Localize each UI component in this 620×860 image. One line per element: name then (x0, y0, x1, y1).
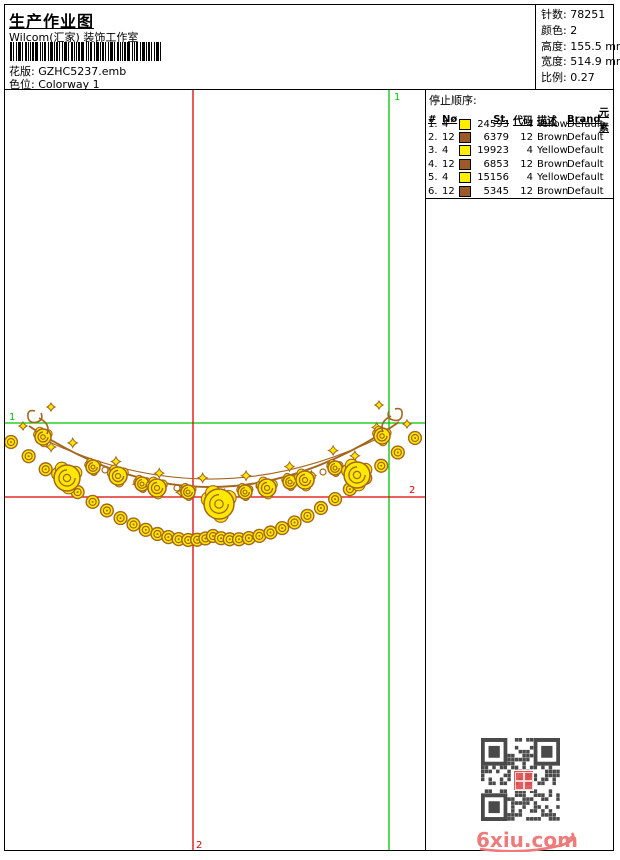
pattern-file-row: 花版: GZHC5237.emb (9, 63, 126, 79)
cell-needle: 12 (442, 185, 455, 197)
stop-sequence-panel: 停止顺序: # Nø St. 代码 描述 Brand 元素 1. 4 24593 4 Y… (426, 90, 613, 852)
stitch-count: 78251 (570, 8, 606, 21)
color-swatch (457, 172, 472, 184)
table-row: 2. 12 6379 12 Brown Default (426, 131, 613, 144)
color-swatch (457, 118, 472, 130)
color-count-row: 颜色: 2 (541, 23, 578, 37)
end-marker-right: 2 (409, 485, 415, 496)
colorway-value: Colorway 1 (38, 78, 100, 91)
end-marker-bottom: 2 (196, 840, 202, 850)
scale-row: 比例: 0.27 (541, 71, 595, 85)
cell-stitches: 6379 (483, 131, 509, 143)
table-body: 1. 4 24593 4 Yellow Default 2. 12 6379 12 Brown Def… (426, 117, 613, 197)
cell-brand: Default (567, 118, 604, 130)
cell-stitches: 5345 (483, 185, 509, 197)
cell-number: 6. (428, 185, 438, 197)
color-swatch (457, 145, 472, 157)
cell-needle: 4 (442, 118, 449, 130)
design-scale: 0.27 (570, 71, 595, 85)
colorway-row: 色位: Colorway 1 (9, 76, 100, 92)
cell-needle: 4 (442, 172, 449, 184)
cell-code: 12 (520, 131, 533, 143)
col-header-element: 元素 (599, 108, 609, 134)
cell-stitches: 24593 (477, 118, 509, 130)
table-row: 6. 12 5345 12 Brown Default (426, 184, 613, 197)
color-swatch (457, 131, 472, 143)
cell-code: 4 (526, 172, 533, 184)
cell-stitches: 6853 (483, 158, 509, 170)
cell-description: Yellow (537, 145, 568, 157)
cell-number: 4. (428, 158, 438, 170)
cell-number: 3. (428, 145, 438, 157)
design-info: 针数: 78251 颜色: 2 高度: 155.5 mm 宽度: 514.9 m… (541, 7, 620, 86)
table-row: 3. 4 19923 4 Yellow Default (426, 144, 613, 157)
table-header-row: # Nø St. 代码 描述 Brand 元素 (426, 104, 613, 134)
header: 生产作业图 Wilcom(汇家) 装饰工作室 花版: GZHC5237.emb … (5, 5, 620, 92)
table-row: 1. 4 24593 4 Yellow Default (426, 117, 613, 130)
cell-brand: Default (567, 172, 604, 184)
cell-code: 4 (526, 118, 533, 130)
color-count: 2 (570, 23, 578, 37)
cell-description: Brown (537, 185, 569, 197)
color-swatch (457, 158, 472, 170)
table-row: 4. 12 6853 12 Brown Default (426, 158, 613, 171)
width-row: 宽度: 514.9 mm (541, 54, 620, 70)
design-width: 514.9 mm (570, 55, 620, 69)
stitch-count-row: 针数: 78251 (541, 8, 606, 21)
cell-needle: 12 (442, 131, 455, 143)
height-row: 高度: 155.5 mm (541, 39, 620, 55)
color-swatch (457, 185, 472, 197)
table-bottom-rule (426, 198, 613, 199)
cell-brand: Default (567, 158, 604, 170)
worksheet-page: 生产作业图 Wilcom(汇家) 装饰工作室 花版: GZHC5237.emb … (4, 4, 620, 852)
pattern-label: 花版: (9, 65, 35, 78)
start-marker-left: 1 (9, 412, 15, 423)
colorway-label: 色位: (9, 78, 35, 91)
design-height: 155.5 mm (570, 39, 620, 53)
qr-code (481, 738, 560, 821)
cell-number: 1. (428, 118, 438, 130)
header-divider (535, 5, 614, 89)
cell-description: Brown (537, 158, 569, 170)
cell-needle: 4 (442, 145, 449, 157)
cell-stitches: 15156 (477, 172, 509, 184)
cell-description: Brown (537, 131, 569, 143)
cell-brand: Default (567, 145, 604, 157)
table-row: 5. 4 15156 4 Yellow Default (426, 171, 613, 184)
floral-garland-design (5, 399, 423, 548)
stop-sequence-title: 停止顺序: (429, 94, 477, 107)
cell-description: Yellow (537, 172, 568, 184)
cell-stitches: 19923 (477, 145, 509, 157)
col-header-number: # (428, 113, 437, 125)
cell-needle: 12 (442, 158, 455, 170)
watermark-swoosh (479, 832, 575, 852)
cell-code: 12 (520, 185, 533, 197)
cell-number: 2. (428, 131, 438, 143)
cell-number: 5. (428, 172, 438, 184)
cell-brand: Default (567, 131, 604, 143)
cell-code: 12 (520, 158, 533, 170)
barcode (10, 42, 161, 61)
cell-brand: Default (567, 185, 604, 197)
qr-stamp-seal (513, 770, 534, 791)
col-header-stitches: St. (493, 113, 509, 125)
cell-code: 4 (526, 145, 533, 157)
col-header-brand: Brand (567, 113, 601, 125)
page-title: 生产作业图 (9, 12, 95, 31)
col-header-code: 代码 (513, 115, 533, 127)
start-marker-top: 1 (394, 92, 400, 103)
stop-sequence-table: # Nø St. 代码 描述 Brand 元素 1. 4 24593 4 Yellow D… (426, 104, 613, 198)
embroidery-design-svg: 1 1 2 2 (5, 90, 425, 850)
col-header-description: 描述 (537, 115, 557, 127)
col-header-needle: Nø (442, 113, 458, 125)
watermark: 6xiu.com (474, 828, 584, 852)
company-name: Wilcom(汇家) 装饰工作室 (9, 31, 139, 44)
pattern-value: GZHC5237.emb (38, 65, 127, 78)
design-canvas: 1 1 2 2 (5, 90, 426, 850)
header-left: 生产作业图 Wilcom(汇家) 装饰工作室 花版: GZHC5237.emb … (5, 5, 535, 92)
watermark-text: 6xiu.com (476, 828, 578, 852)
qr-code-svg (481, 738, 560, 821)
cell-description: Yellow (537, 118, 568, 130)
